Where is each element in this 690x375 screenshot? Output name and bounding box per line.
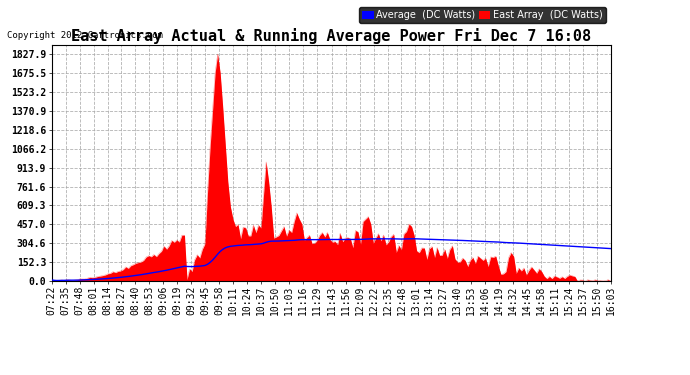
Title: East Array Actual & Running Average Power Fri Dec 7 16:08: East Array Actual & Running Average Powe…: [71, 28, 591, 44]
Text: Copyright 2012 Cartronics.com: Copyright 2012 Cartronics.com: [7, 30, 163, 39]
Legend: Average  (DC Watts), East Array  (DC Watts): Average (DC Watts), East Array (DC Watts…: [359, 8, 606, 23]
